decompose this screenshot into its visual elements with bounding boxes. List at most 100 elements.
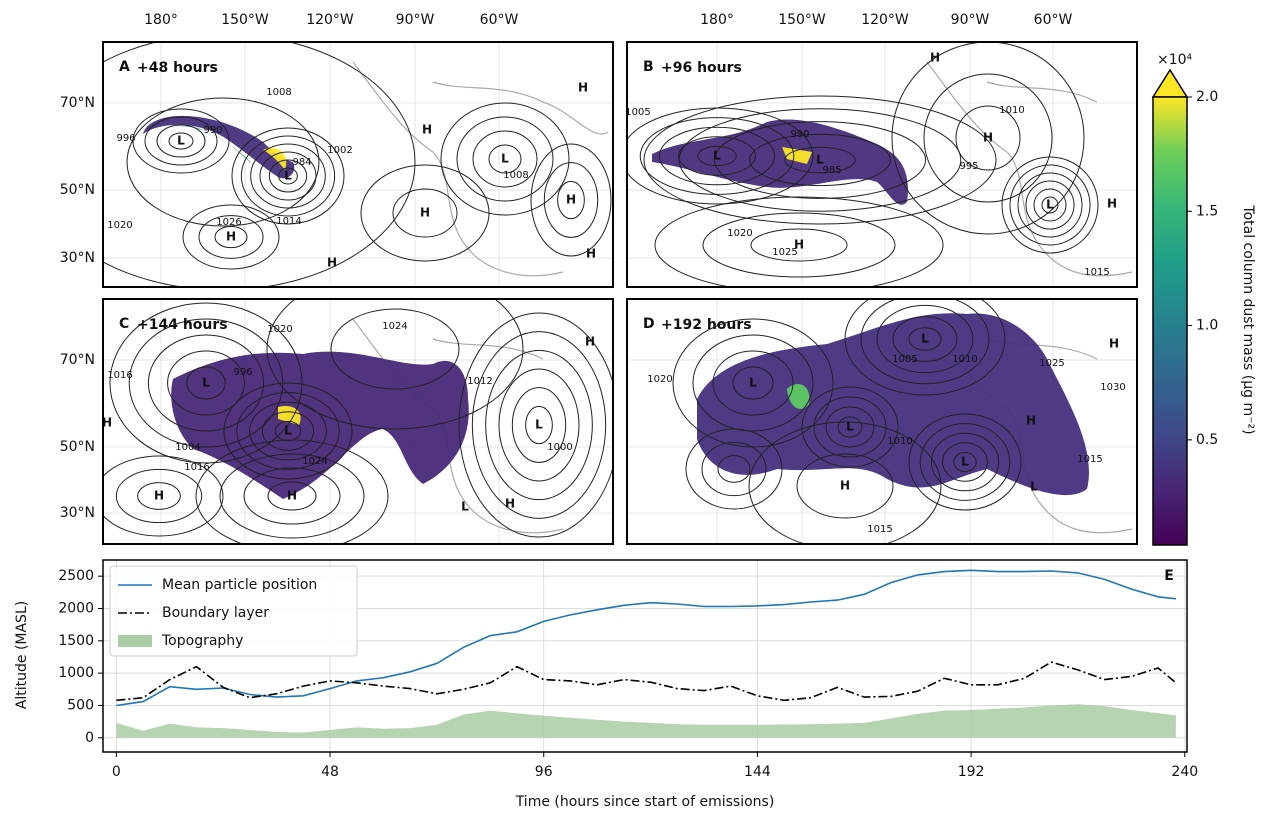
- isobar: [137, 482, 181, 510]
- lat-label: 30°N: [60, 505, 95, 521]
- y-tick-label: 0: [85, 730, 94, 746]
- isobar: [231, 127, 345, 225]
- isobar: [511, 387, 567, 463]
- isobar: [330, 308, 460, 390]
- colorbar-tick-label: 1.5: [1196, 203, 1218, 219]
- isobar-label: 1020: [647, 374, 672, 385]
- pressure-center: L: [461, 500, 469, 514]
- isobar: [860, 299, 990, 385]
- x-tick-label: 48: [321, 764, 339, 780]
- pressure-center: L: [284, 169, 292, 183]
- x-tick-label: 240: [1171, 764, 1198, 780]
- map-content: H H H L L L L L 1005 1010 1025 1030 1020 1015 1010 1015: [627, 299, 1137, 544]
- isobar: [712, 350, 794, 416]
- dust-plume: [782, 147, 812, 164]
- isobar: [144, 116, 218, 166]
- isobar: [471, 331, 607, 519]
- colorbar-extend: [1151, 68, 1189, 98]
- isobar-label: 1024: [302, 456, 327, 467]
- isobar: [240, 135, 336, 217]
- isobar: [525, 405, 553, 445]
- map-panel: H H H H H L L L L 1020 1024 1016 996 1004 1016 1024 1012…: [60, 298, 614, 545]
- isobar-label: 1020: [727, 228, 752, 239]
- map-panel: H H H H H H H L L L 1008 990 996 984 1020 1026 1014 1002 1…: [60, 12, 614, 288]
- pressure-center: L: [202, 376, 210, 390]
- isobar: [748, 421, 942, 544]
- isobar-label: 1025: [772, 247, 797, 258]
- dust-plume: [787, 384, 810, 409]
- isobar: [825, 406, 875, 448]
- isobar-label: 1024: [382, 321, 407, 332]
- pressure-center: L: [1046, 198, 1054, 212]
- map-frame: [102, 41, 614, 288]
- isobar: [488, 144, 522, 174]
- isobar: [654, 196, 944, 287]
- isobar: [267, 481, 317, 511]
- pressure-center: L: [749, 376, 757, 390]
- isobar: [717, 455, 751, 483]
- isobar: [784, 146, 856, 174]
- lon-label: 180°: [144, 12, 178, 28]
- isobar-label: 1020: [267, 324, 292, 335]
- panel-letter: D: [643, 316, 655, 332]
- dust-plume: [278, 405, 301, 425]
- isobar: [219, 453, 365, 539]
- lon-label: 150°W: [778, 12, 826, 28]
- isobar-label: 1016: [107, 370, 132, 381]
- pressure-center: H: [578, 81, 588, 95]
- isobar: [678, 108, 962, 212]
- y-tick-label: 1000: [58, 665, 94, 681]
- isobar-label: 1005: [625, 107, 650, 118]
- pressure-center: H: [794, 238, 804, 252]
- colorbar-label: Total column dust mass (μg m⁻²): [1240, 204, 1256, 434]
- isobar: [942, 442, 988, 482]
- isobar-label: 1015: [1084, 267, 1109, 278]
- isobar: [732, 366, 774, 400]
- pressure-center: H: [287, 489, 297, 503]
- isobar: [891, 42, 1085, 235]
- isobar: [955, 105, 1021, 171]
- map-content: H H H H H H H L L L 1008 990 996 984 1020 1026 1014 1002 1…: [103, 42, 613, 287]
- pressure-center: H: [422, 123, 432, 137]
- map-frame: [626, 298, 1138, 545]
- isobar: [278, 167, 298, 185]
- isobar: [259, 151, 317, 201]
- line: [116, 569, 1176, 707]
- pressure-center: H: [505, 497, 515, 511]
- x-tick-label: 0: [112, 764, 121, 780]
- y-tick-label: 1500: [58, 633, 94, 649]
- isobar: [908, 413, 1022, 511]
- isobar-label: 1000: [547, 442, 572, 453]
- isobar: [485, 349, 593, 501]
- coastline: [926, 61, 1133, 277]
- pressure-center: L: [535, 418, 543, 432]
- lon-label: 180°: [700, 12, 734, 28]
- isobar: [930, 432, 1000, 492]
- isobar: [147, 334, 265, 432]
- isobar: [876, 304, 974, 374]
- pressure-center: H: [566, 193, 576, 207]
- isobar: [749, 133, 891, 187]
- lon-label: 90°W: [396, 12, 435, 28]
- isobar: [837, 416, 863, 438]
- isobar-label: 1015: [1077, 454, 1102, 465]
- isobar: [701, 441, 767, 497]
- isobar: [266, 299, 524, 430]
- pressure-center: H: [327, 256, 337, 270]
- isobar-label: 1016: [184, 462, 209, 473]
- pressure-center: H: [420, 206, 430, 220]
- isobar: [643, 95, 997, 225]
- isobar: [156, 124, 206, 158]
- pressure-center: H: [840, 479, 850, 493]
- map-frame: [626, 41, 1138, 288]
- isobar: [658, 126, 776, 186]
- isobar-label: 1014: [276, 216, 301, 227]
- lon-label: 150°W: [221, 12, 269, 28]
- isobar-label: 1002: [327, 145, 352, 156]
- pressure-center: L: [1030, 480, 1038, 494]
- lat-label: 30°N: [60, 250, 95, 266]
- legend-label: Topography: [161, 633, 243, 649]
- panel-letter: C: [119, 316, 129, 332]
- isobar-label: 985: [822, 165, 841, 176]
- line: [116, 661, 1177, 702]
